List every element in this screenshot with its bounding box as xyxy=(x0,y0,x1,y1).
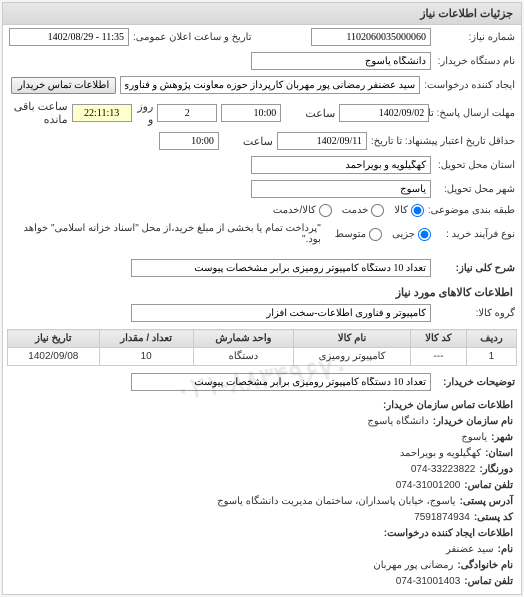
announce-date-label: تاریخ و ساعت اعلان عمومی: xyxy=(133,32,252,43)
city-input[interactable] xyxy=(251,180,431,198)
request-no-label: شماره نیاز: xyxy=(435,32,515,43)
org-value: دانشگاه یاسوج xyxy=(367,414,428,430)
requester-label: ایجاد کننده درخواست: xyxy=(424,80,515,91)
deadline-send-label: مهلت ارسال پاسخ: تا تاریخ: xyxy=(433,108,515,119)
name-label: نام: xyxy=(498,542,513,558)
items-table: ردیفکد کالانام کالاواحد شمارشتعداد / مقد… xyxy=(7,329,517,366)
province-label: استان محل تحویل: xyxy=(435,160,515,171)
table-row: 1---کامپیوتر رومیزیدستگاه101402/09/08 xyxy=(8,348,517,366)
fax-label: دورنگار: xyxy=(479,462,513,478)
address-label: آدرس پستی: xyxy=(460,494,513,510)
day-label: روز و xyxy=(136,100,154,126)
min-validity-label: حداقل تاریخ اعتبار پیشنهاد: تا تاریخ: xyxy=(371,136,515,147)
subject-goods-radio[interactable]: کالا xyxy=(394,204,424,217)
table-cell: کامپیوتر رومیزی xyxy=(294,348,411,366)
buyer-input[interactable] xyxy=(251,52,431,70)
address-value: یاسوج، خیابان پاسداران، ساختمان مدیریت د… xyxy=(217,494,455,510)
purchase-type-label: نوع فرآیند خرید : xyxy=(435,229,515,240)
contact-city-value: یاسوج xyxy=(461,430,487,446)
summary-input[interactable] xyxy=(131,259,431,277)
table-header: نام کالا xyxy=(294,330,411,348)
deadline-send-time-input[interactable] xyxy=(221,104,281,122)
buyer-notes-label: توضیحات خریدار: xyxy=(435,377,515,388)
postal-value: 7591874934 xyxy=(414,510,470,526)
city-label: شهر محل تحویل: xyxy=(435,184,515,195)
purchase-partial-radio[interactable]: جزیی xyxy=(392,228,431,241)
min-validity-date-input[interactable] xyxy=(277,132,367,150)
phone-value: 074-31001200 xyxy=(396,478,461,494)
buyer-notes-input[interactable] xyxy=(131,373,431,391)
name-value: سید عضنفر xyxy=(446,542,494,558)
contact-province-value: کهگیلویه و بویراحمد xyxy=(400,446,481,462)
table-header: کد کالا xyxy=(410,330,466,348)
items-title: اطلاعات کالاهای مورد نیاز xyxy=(3,280,521,301)
payment-note: "پرداخت تمام یا بخشی از مبلغ خرید،از محل… xyxy=(9,223,321,245)
subject-service-radio[interactable]: خدمت xyxy=(342,204,385,217)
req-phone-value: 074-31001403 xyxy=(396,574,461,590)
fax-value: 074-33223822 xyxy=(411,462,476,478)
postal-label: کد پستی: xyxy=(474,510,513,526)
phone-label: تلفن تماس: xyxy=(464,478,513,494)
subject-type-group: کالا خدمت کالا/خدمت xyxy=(273,204,424,217)
deadline-send-date-input[interactable] xyxy=(339,104,429,122)
time-label-1: ساعت xyxy=(285,107,335,120)
family-label: نام خانوادگی: xyxy=(457,558,513,574)
min-validity-time-input[interactable] xyxy=(159,132,219,150)
table-cell: دستگاه xyxy=(193,348,294,366)
table-header: واحد شمارش xyxy=(193,330,294,348)
subject-both-radio[interactable]: کالا/خدمت xyxy=(273,204,332,217)
purchase-type-group: جزیی متوسط xyxy=(335,228,431,241)
org-label: نام سازمان خریدار: xyxy=(433,414,513,430)
time-label-2: ساعت xyxy=(223,135,273,148)
request-no-input[interactable] xyxy=(311,28,431,46)
req-phone-label: تلفن تماس: xyxy=(464,574,513,590)
table-cell: 10 xyxy=(99,348,193,366)
requester-info-title: اطلاعات ایجاد کننده درخواست: xyxy=(384,526,513,542)
announce-date-input[interactable] xyxy=(9,28,129,46)
requester-input[interactable] xyxy=(120,76,420,94)
table-cell: 1402/09/08 xyxy=(8,348,100,366)
panel-title: جزئیات اطلاعات نیاز xyxy=(3,3,521,25)
purchase-medium-radio[interactable]: متوسط xyxy=(335,228,382,241)
table-header: تاریخ نیاز xyxy=(8,330,100,348)
remaining-days-input xyxy=(157,104,217,122)
contact-province-label: استان: xyxy=(485,446,513,462)
summary-label: شرح کلی نیاز: xyxy=(435,263,515,274)
family-value: رمضانی پور مهربان xyxy=(373,558,453,574)
buyer-label: نام دستگاه خریدار: xyxy=(435,56,515,67)
table-header: تعداد / مقدار xyxy=(99,330,193,348)
subject-type-label: طبقه بندی موضوعی: xyxy=(428,205,515,216)
group-input[interactable] xyxy=(131,304,431,322)
table-cell: 1 xyxy=(466,348,516,366)
remaining-label: ساعت باقی مانده xyxy=(9,100,68,126)
province-input[interactable] xyxy=(251,156,431,174)
contact-city-label: شهر: xyxy=(491,430,513,446)
remaining-time-input xyxy=(72,104,132,122)
contact-info-button[interactable]: اطلاعات تماس خریدار xyxy=(11,77,116,94)
group-label: گروه کالا: xyxy=(435,308,515,319)
table-cell: --- xyxy=(410,348,466,366)
table-header: ردیف xyxy=(466,330,516,348)
contact-title: اطلاعات تماس سازمان خریدار: xyxy=(383,398,513,414)
